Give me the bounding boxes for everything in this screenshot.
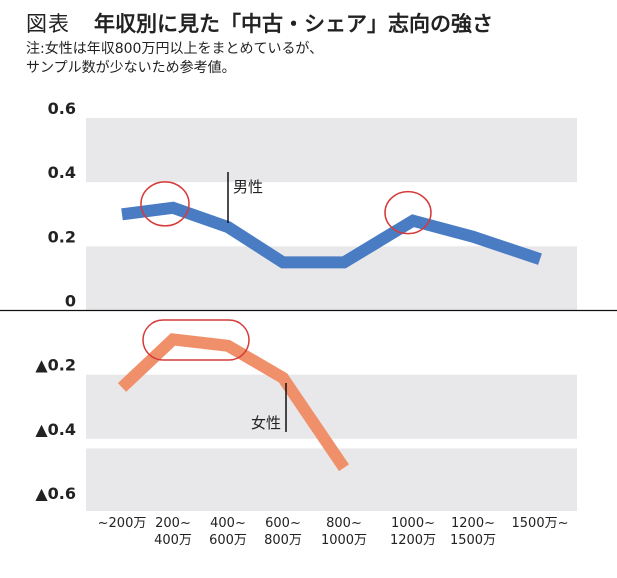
highlight-ellipse-women-200-600: [142, 319, 250, 361]
x-tick-label-0-0: ~200万: [98, 516, 147, 531]
x-tick-label-6-0: 1200~: [451, 516, 495, 531]
y-tick-label-6: ▲0.6: [35, 484, 76, 503]
y-tick-label-2: 0.2: [48, 227, 76, 246]
x-tick-label-5-0: 1000~: [391, 516, 435, 531]
x-tick-label-3-0: 600~: [265, 516, 301, 531]
y-tick-label-1: 0.4: [48, 163, 76, 182]
series-label-women: 女性: [251, 414, 281, 432]
y-tick-label-0: 0.6: [48, 99, 76, 118]
chart-note: 注:女性は年収800万円以上をまとめているが、 サンプル数が少ないため参考値。: [26, 40, 493, 78]
x-tick-label-7-0: 1500万~: [512, 516, 569, 531]
y-tick-label-3: 0: [65, 292, 76, 311]
grid-band-1: [86, 246, 577, 311]
series-label-men: 男性: [233, 178, 263, 196]
series-line-0: [121, 201, 542, 269]
highlight-circle-men-1000: [384, 190, 432, 235]
note-line-2: サンプル数が少ないため参考値。: [26, 60, 236, 76]
x-tick-label-4-1: 1000万: [321, 533, 367, 548]
highlight-circle-men-200: [140, 181, 190, 227]
note-line-1: 注:女性は年収800万円以上をまとめているが、: [26, 41, 324, 57]
y-tick-label-5: ▲0.4: [35, 420, 76, 439]
x-tick-label-6-1: 1500万: [450, 533, 496, 548]
x-tick-label-2-0: 400~: [210, 516, 246, 531]
x-tick-label-1-1: 400万: [154, 533, 192, 548]
figure-label: 図表: [26, 12, 70, 36]
chart-title: 年収別に見た「中古・シェア」志向の強さ: [94, 12, 493, 36]
grid-band-2: [86, 374, 577, 439]
title-row: 図表 年収別に見た「中古・シェア」志向の強さ: [26, 8, 493, 38]
x-tick-label-3-1: 800万: [264, 533, 302, 548]
x-tick-label-4-0: 800~: [326, 516, 362, 531]
chart-header: 図表 年収別に見た「中古・シェア」志向の強さ 注:女性は年収800万円以上をまと…: [26, 8, 493, 78]
grid-band-0: [86, 118, 577, 183]
x-tick-label-2-1: 600万: [209, 533, 247, 548]
y-tick-label-4: ▲0.2: [35, 356, 76, 375]
x-tick-label-1-0: 200~: [155, 516, 191, 531]
x-tick-label-5-1: 1200万: [390, 533, 436, 548]
